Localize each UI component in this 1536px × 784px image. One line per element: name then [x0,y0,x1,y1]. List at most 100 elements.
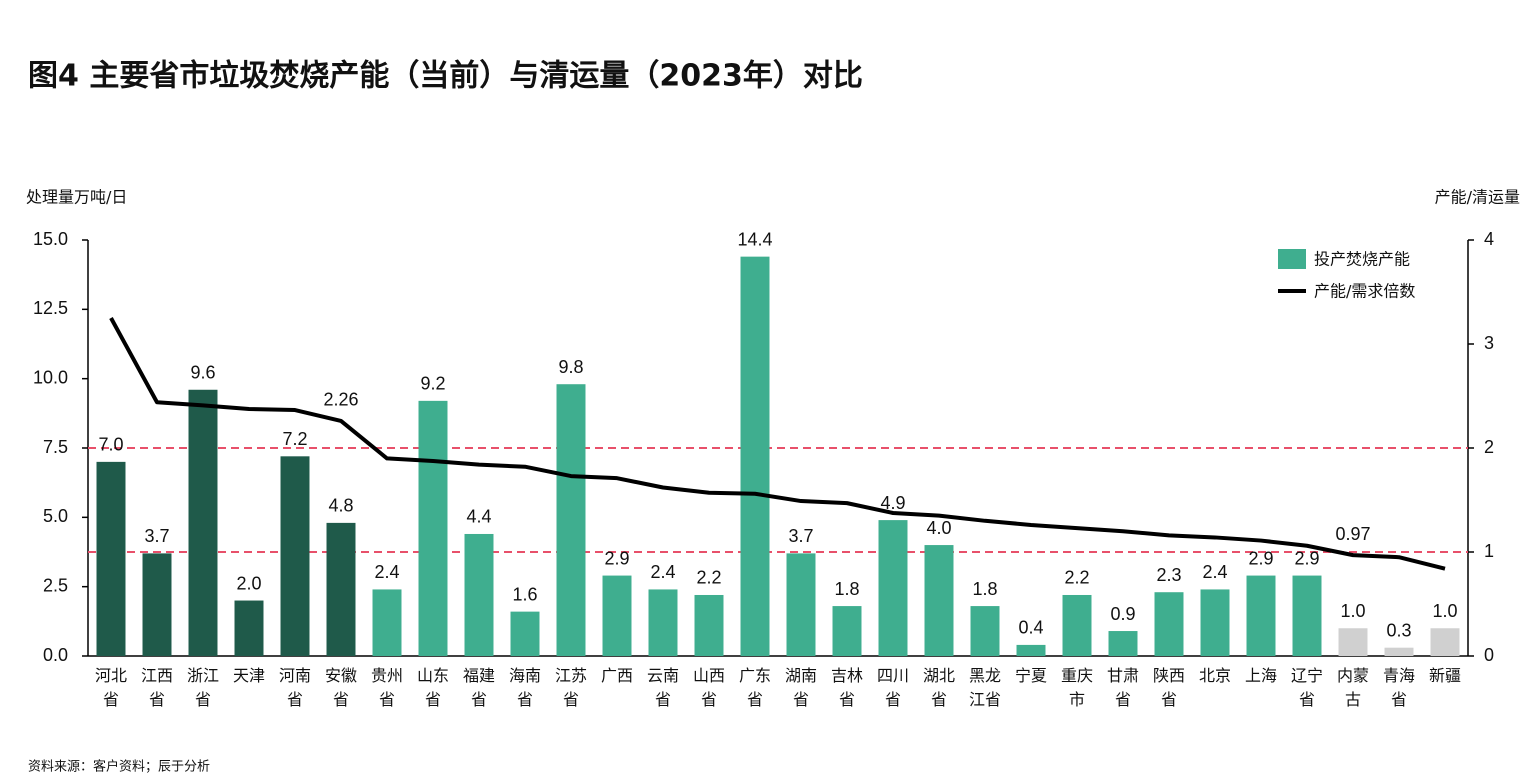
bar-value-label: 0.4 [1018,618,1043,638]
bar-value-label: 0.3 [1386,620,1411,640]
bar-value-label: 0.9 [1110,604,1135,624]
bar-value-label: 2.9 [604,548,629,568]
bar-value-label: 9.8 [558,357,583,377]
bar [1108,631,1138,656]
line-value-label: 2.26 [323,390,358,410]
bar [326,522,356,656]
bar-value-label: 4.8 [328,496,353,516]
x-tick-label: 广西 [601,666,633,685]
x-tick-label: 贵州省 [371,666,403,709]
x-tick-label: 天津 [233,666,265,685]
bar [1246,575,1276,656]
legend-label: 投产焚烧产能 [1314,250,1410,269]
bar [372,589,402,656]
x-tick-label: 内蒙古 [1337,666,1369,709]
y-tick-label: 7.5 [43,437,68,457]
bar-value-label: 9.6 [190,363,215,383]
bar-value-label: 2.9 [1294,548,1319,568]
x-tick-label: 海南省 [509,666,541,709]
x-tick-label: 河南省 [279,666,311,709]
x-tick-label: 重庆市 [1061,666,1093,709]
y-tick-label: 12.5 [33,298,68,318]
bar-value-label: 7.2 [282,429,307,449]
bar [1292,575,1322,656]
bar [924,545,954,656]
y2-tick-label: 1 [1484,541,1494,561]
bar-value-label: 2.4 [650,562,675,582]
y2-axis-label: 产能/清运量 [1435,188,1520,207]
x-tick-label: 黑龙江省 [969,666,1001,709]
bar-value-label: 2.4 [1202,562,1227,582]
bar-value-label: 3.7 [144,526,169,546]
x-tick-label: 辽宁省 [1291,666,1323,709]
bar [464,533,494,656]
bar [1062,594,1092,656]
bar-value-label: 2.9 [1248,548,1273,568]
bar [556,384,586,656]
x-tick-label: 四川省 [877,666,909,709]
y2-tick-label: 4 [1484,229,1494,249]
line-value-label: 0.97 [1335,524,1370,544]
x-tick-label: 云南省 [647,666,679,709]
x-tick-label: 北京 [1199,666,1231,685]
legend-label: 产能/需求倍数 [1314,282,1415,301]
bar [602,575,632,656]
bar-value-label: 7.0 [98,435,123,455]
x-tick-label: 湖北省 [923,666,955,709]
line [109,317,1446,571]
bar-value-label: 2.4 [374,562,399,582]
bar [1338,628,1368,656]
bar [832,606,862,656]
x-tick-label: 新疆 [1429,666,1461,685]
bar-value-label: 9.2 [420,374,445,394]
bar-value-label: 1.8 [834,579,859,599]
y2-tick-label: 2 [1484,437,1494,457]
bar-value-label: 2.3 [1156,565,1181,585]
y-axis-label: 处理量万吨/日 [26,188,127,207]
bar-value-label: 2.2 [1064,568,1089,588]
bar [510,611,540,656]
bar [878,520,908,656]
bar [96,461,126,656]
source: 资料来源：客户资料；辰于分析 [28,759,210,775]
bar [234,600,264,656]
bar [1384,647,1414,656]
x-tick-label: 山东省 [417,666,449,709]
bar [786,553,816,656]
x-tick-label: 上海 [1245,666,1277,685]
x-tick-label: 吉林省 [831,666,863,709]
x-tick-label: 甘肃省 [1107,666,1139,709]
bar-value-label: 4.4 [466,507,491,527]
bar [970,606,1000,656]
x-tick-label: 福建省 [463,666,495,709]
x-tick-label: 河北省 [95,666,127,709]
legend-swatch [1278,249,1306,269]
x-tick-label: 江西省 [141,666,173,709]
bar-value-label: 4.0 [926,518,951,538]
bar-value-label: 4.9 [880,493,905,513]
bar-value-label: 1.6 [512,584,537,604]
bar-value-label: 14.4 [737,229,772,249]
x-tick-label: 山西省 [693,666,725,709]
x-tick-label: 安徽省 [325,666,357,709]
y-tick-label: 15.0 [33,229,68,249]
y2-tick-label: 0 [1484,645,1494,665]
bar-value-label: 1.0 [1432,601,1457,621]
bar-value-label: 2.0 [236,573,261,593]
y-tick-label: 10.0 [33,367,68,387]
bar-value-label: 2.2 [696,568,721,588]
bar [1430,628,1460,656]
bar [142,553,172,656]
bar [188,389,218,656]
y-tick-label: 2.5 [43,575,68,595]
bar-value-label: 3.7 [788,526,813,546]
bar [740,256,770,656]
bar [418,400,448,656]
bar-value-label: 1.8 [972,579,997,599]
x-tick-label: 湖南省 [785,666,817,709]
x-tick-label: 宁夏 [1015,666,1047,685]
y-tick-label: 5.0 [43,506,68,526]
bar [694,594,724,656]
y-tick-label: 0.0 [43,645,68,665]
